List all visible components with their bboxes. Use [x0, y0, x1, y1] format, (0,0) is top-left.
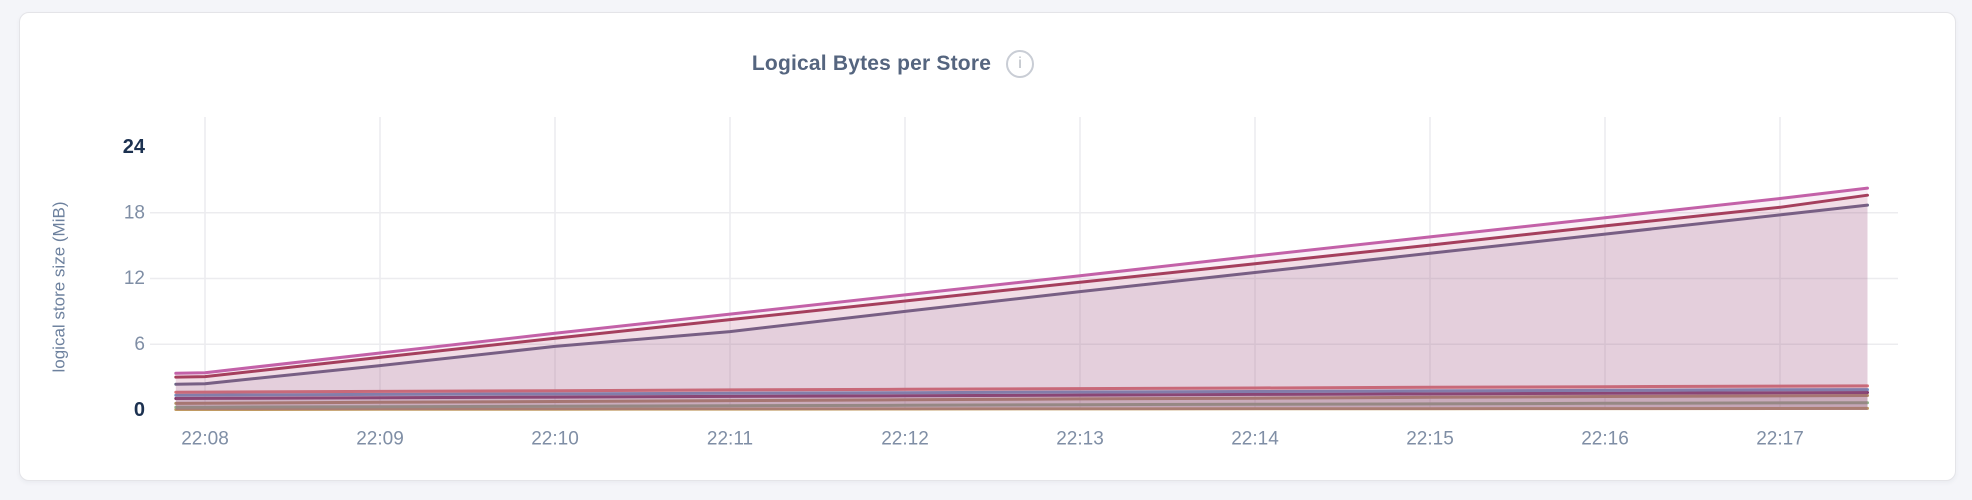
y-tick-label: 24 [123, 136, 146, 158]
series-6-area [175, 392, 1868, 410]
series-3-line [174, 203, 1869, 386]
x-tick-label: 22:14 [1231, 429, 1279, 450]
series-1-line [174, 186, 1869, 375]
y-tick-label: 6 [134, 334, 145, 355]
chart-title: Logical Bytes per Store [751, 52, 992, 75]
series-9-line [174, 406, 1869, 411]
x-tick-label: 22:13 [1056, 429, 1104, 450]
x-tick-label: 22:12 [881, 429, 929, 450]
y-tick-label: 0 [134, 399, 145, 421]
x-tick-label: 22:08 [181, 429, 229, 450]
info-icon[interactable]: i [1006, 50, 1035, 78]
x-tick-label: 22:09 [356, 429, 404, 450]
x-tick-label: 22:17 [1756, 429, 1804, 450]
series-6-line [174, 391, 1869, 400]
series-7-line [174, 394, 1869, 405]
x-tick-label: 22:10 [531, 429, 579, 450]
chart-header: Logical Bytes per Store i [0, 50, 1879, 78]
series-5-line [174, 388, 1869, 397]
y-tick-label: 18 [124, 202, 145, 223]
series-2-line [174, 193, 1869, 379]
y-tick-label: 12 [124, 268, 145, 289]
series-2-area [175, 195, 1868, 410]
series-3-area [175, 205, 1868, 410]
x-tick-label: 22:11 [707, 429, 753, 450]
x-tick-label: 22:15 [1406, 429, 1454, 450]
series-8-line [174, 401, 1869, 409]
series-1-area [175, 188, 1868, 410]
y-axis-label: logical store size (MiB) [50, 202, 69, 373]
series-7-area [175, 395, 1868, 410]
x-tick-label: 22:16 [1581, 429, 1629, 450]
series-4-line [174, 384, 1869, 394]
